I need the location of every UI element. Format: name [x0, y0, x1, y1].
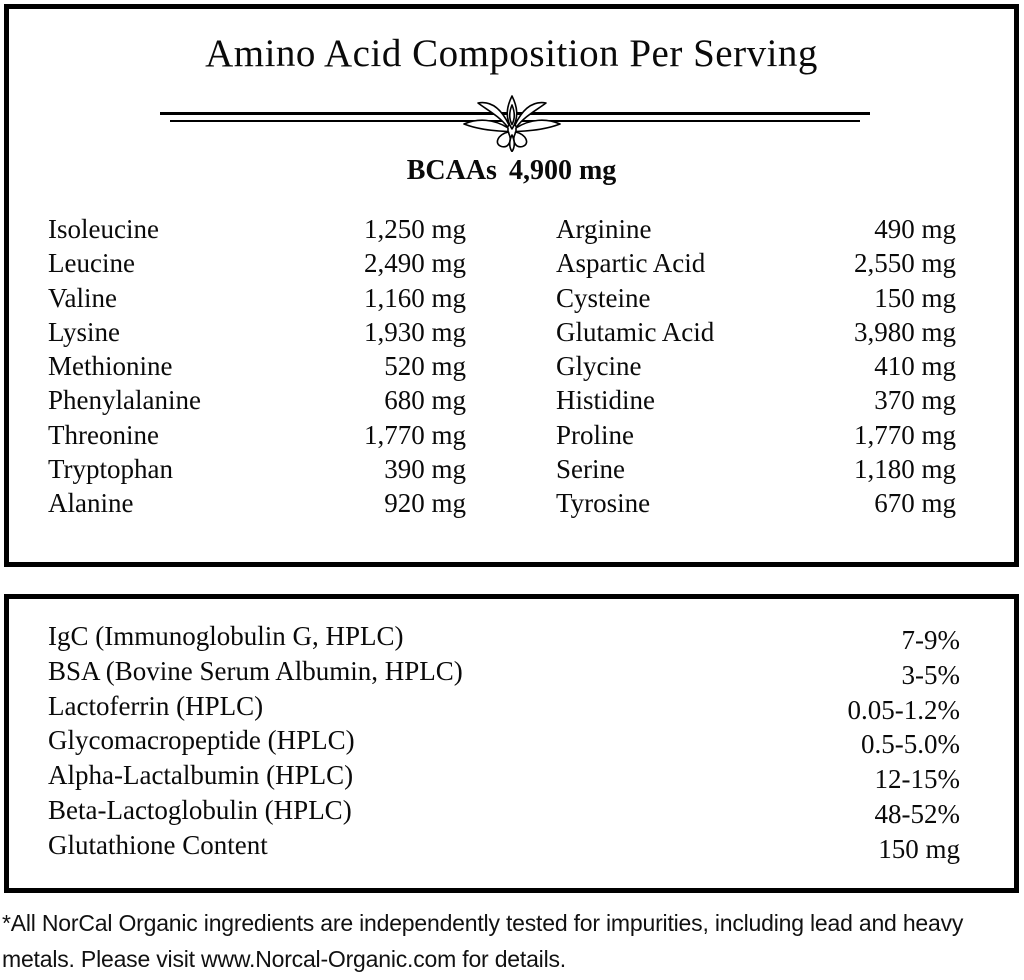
amino-left-column: Isoleucine 1,250 mg Leucine 2,490 mg Valin…: [48, 212, 466, 521]
amino-name: Serine: [556, 454, 625, 485]
amino-name: Cysteine: [556, 282, 651, 313]
amino-amount: 520 mg: [384, 351, 466, 382]
amino-amount: 410 mg: [874, 351, 956, 382]
table-row: Tyrosine 670 mg: [556, 486, 956, 520]
amino-amount: 920 mg: [384, 488, 466, 519]
fraction-amount: 0.05-1.2%: [847, 694, 960, 725]
amino-acid-table: Isoleucine 1,250 mg Leucine 2,490 mg Valin…: [48, 212, 956, 521]
fraction-name: Beta-Lactoglobulin (HPLC): [48, 794, 352, 825]
amino-amount: 1,930 mg: [363, 316, 466, 347]
table-row: Phenylalanine 680 mg: [48, 383, 466, 417]
amino-amount: 1,250 mg: [363, 214, 466, 244]
table-row: Tryptophan 390 mg: [48, 452, 466, 486]
amino-acid-panel: Amino Acid Composition Per Serving: [4, 4, 1019, 567]
table-row: Leucine 2,490 mg: [48, 246, 466, 280]
fraction-name: IgC (Immunoglobulin G, HPLC): [48, 621, 404, 651]
amino-amount: 370 mg: [874, 385, 956, 416]
table-row: Methionine 520 mg: [48, 349, 466, 383]
table-row: Glutamic Acid 3,980 mg: [556, 315, 956, 349]
footnote-line: *All NorCal Organic ingredients are inde…: [2, 910, 964, 936]
amino-amount: 3,980 mg: [853, 316, 956, 347]
amino-amount: 670 mg: [874, 488, 956, 519]
table-row: Histidine 370 mg: [556, 383, 956, 417]
amino-amount: 1,770 mg: [363, 419, 466, 450]
bcaa-summary: BCAAs 4,900 mg: [9, 154, 1014, 188]
table-row: Lysine 1,930 mg: [48, 315, 466, 349]
amino-name: Arginine: [556, 214, 652, 244]
fraction-amount: 7-9%: [901, 625, 960, 655]
table-row: Glycine 410 mg: [556, 349, 956, 383]
amino-name: Aspartic Acid: [556, 248, 706, 279]
bcaa-label: BCAAs: [406, 155, 497, 186]
amino-name: Glycine: [556, 351, 642, 382]
amino-name: Proline: [556, 419, 634, 450]
table-row: Threonine 1,770 mg: [48, 418, 466, 452]
table-row: Valine 1,160 mg: [48, 281, 466, 315]
table-row: Serine 1,180 mg: [556, 452, 956, 486]
amino-name: Lysine: [48, 316, 120, 347]
fraction-name: Alpha-Lactalbumin (HPLC): [48, 760, 354, 791]
page-title: Amino Acid Composition Per Serving: [205, 32, 818, 75]
bcaa-value: 4,900 mg: [508, 155, 617, 186]
amino-name: Leucine: [48, 248, 135, 279]
amino-amount: 1,770 mg: [853, 419, 956, 450]
fraction-name: Lactoferrin (HPLC): [48, 690, 264, 721]
fraction-amount: 3-5%: [901, 659, 960, 690]
amino-amount: 390 mg: [384, 454, 466, 485]
fraction-amount: 0.5-5.0%: [861, 729, 960, 760]
table-row: Lactoferrin (HPLC) 0.05-1.2%: [48, 689, 960, 725]
fraction-name: Glutathione Content: [48, 829, 268, 860]
fraction-amount: 48-52%: [874, 798, 960, 829]
table-row: Arginine 490 mg: [556, 212, 956, 246]
amino-name: Threonine: [48, 419, 159, 450]
table-row: Glycomacropeptide (HPLC) 0.5-5.0%: [48, 723, 960, 759]
table-row: Alanine 920 mg: [48, 486, 466, 520]
amino-amount: 490 mg: [874, 214, 956, 244]
table-row: Beta-Lactoglobulin (HPLC) 48-52%: [48, 793, 960, 829]
amino-amount: 1,180 mg: [853, 454, 956, 485]
amino-amount: 2,490 mg: [363, 248, 466, 279]
fraction-name: BSA (Bovine Serum Albumin, HPLC): [48, 655, 463, 686]
amino-amount: 150 mg: [874, 282, 956, 313]
title-divider: [9, 95, 1014, 159]
amino-name: Valine: [48, 282, 117, 313]
amino-right-column: Arginine 490 mg Aspartic Acid 2,550 mg Cys…: [556, 212, 956, 521]
footnote: *All NorCal Organic ingredients are inde…: [2, 906, 1018, 977]
table-row: Isoleucine 1,250 mg: [48, 212, 466, 246]
amino-amount: 1,160 mg: [363, 282, 466, 313]
amino-name: Phenylalanine: [48, 385, 201, 416]
amino-amount: 2,550 mg: [853, 248, 956, 279]
lotus-flourish-icon: [462, 94, 562, 157]
amino-name: Methionine: [48, 351, 173, 382]
table-row: Cysteine 150 mg: [556, 281, 956, 315]
footnote-line: metals. Please visit www.Norcal-Organic.…: [2, 945, 566, 972]
table-row: BSA (Bovine Serum Albumin, HPLC) 3-5%: [48, 654, 960, 690]
amino-name: Tryptophan: [48, 454, 174, 485]
table-row: Glutathione Content 150 mg: [48, 828, 960, 864]
fraction-amount: 12-15%: [874, 764, 960, 795]
amino-name: Histidine: [556, 385, 655, 416]
fraction-name: Glycomacropeptide (HPLC): [48, 725, 355, 756]
amino-name: Glutamic Acid: [556, 316, 715, 347]
fraction-amount: 150 mg: [878, 833, 960, 864]
amino-name: Alanine: [48, 488, 134, 519]
table-row: IgC (Immunoglobulin G, HPLC) 7-9%: [48, 619, 960, 655]
table-row: Aspartic Acid 2,550 mg: [556, 246, 956, 280]
amino-name: Tyrosine: [556, 488, 651, 519]
amino-name: Isoleucine: [48, 214, 159, 244]
protein-fraction-table: IgC (Immunoglobulin G, HPLC) 7-9% BSA (Bo…: [48, 619, 960, 864]
amino-amount: 680 mg: [384, 385, 466, 416]
table-row: Alpha-Lactalbumin (HPLC) 12-15%: [48, 758, 960, 794]
table-row: Proline 1,770 mg: [556, 418, 956, 452]
protein-fractions-panel: IgC (Immunoglobulin G, HPLC) 7-9% BSA (Bo…: [4, 594, 1019, 893]
